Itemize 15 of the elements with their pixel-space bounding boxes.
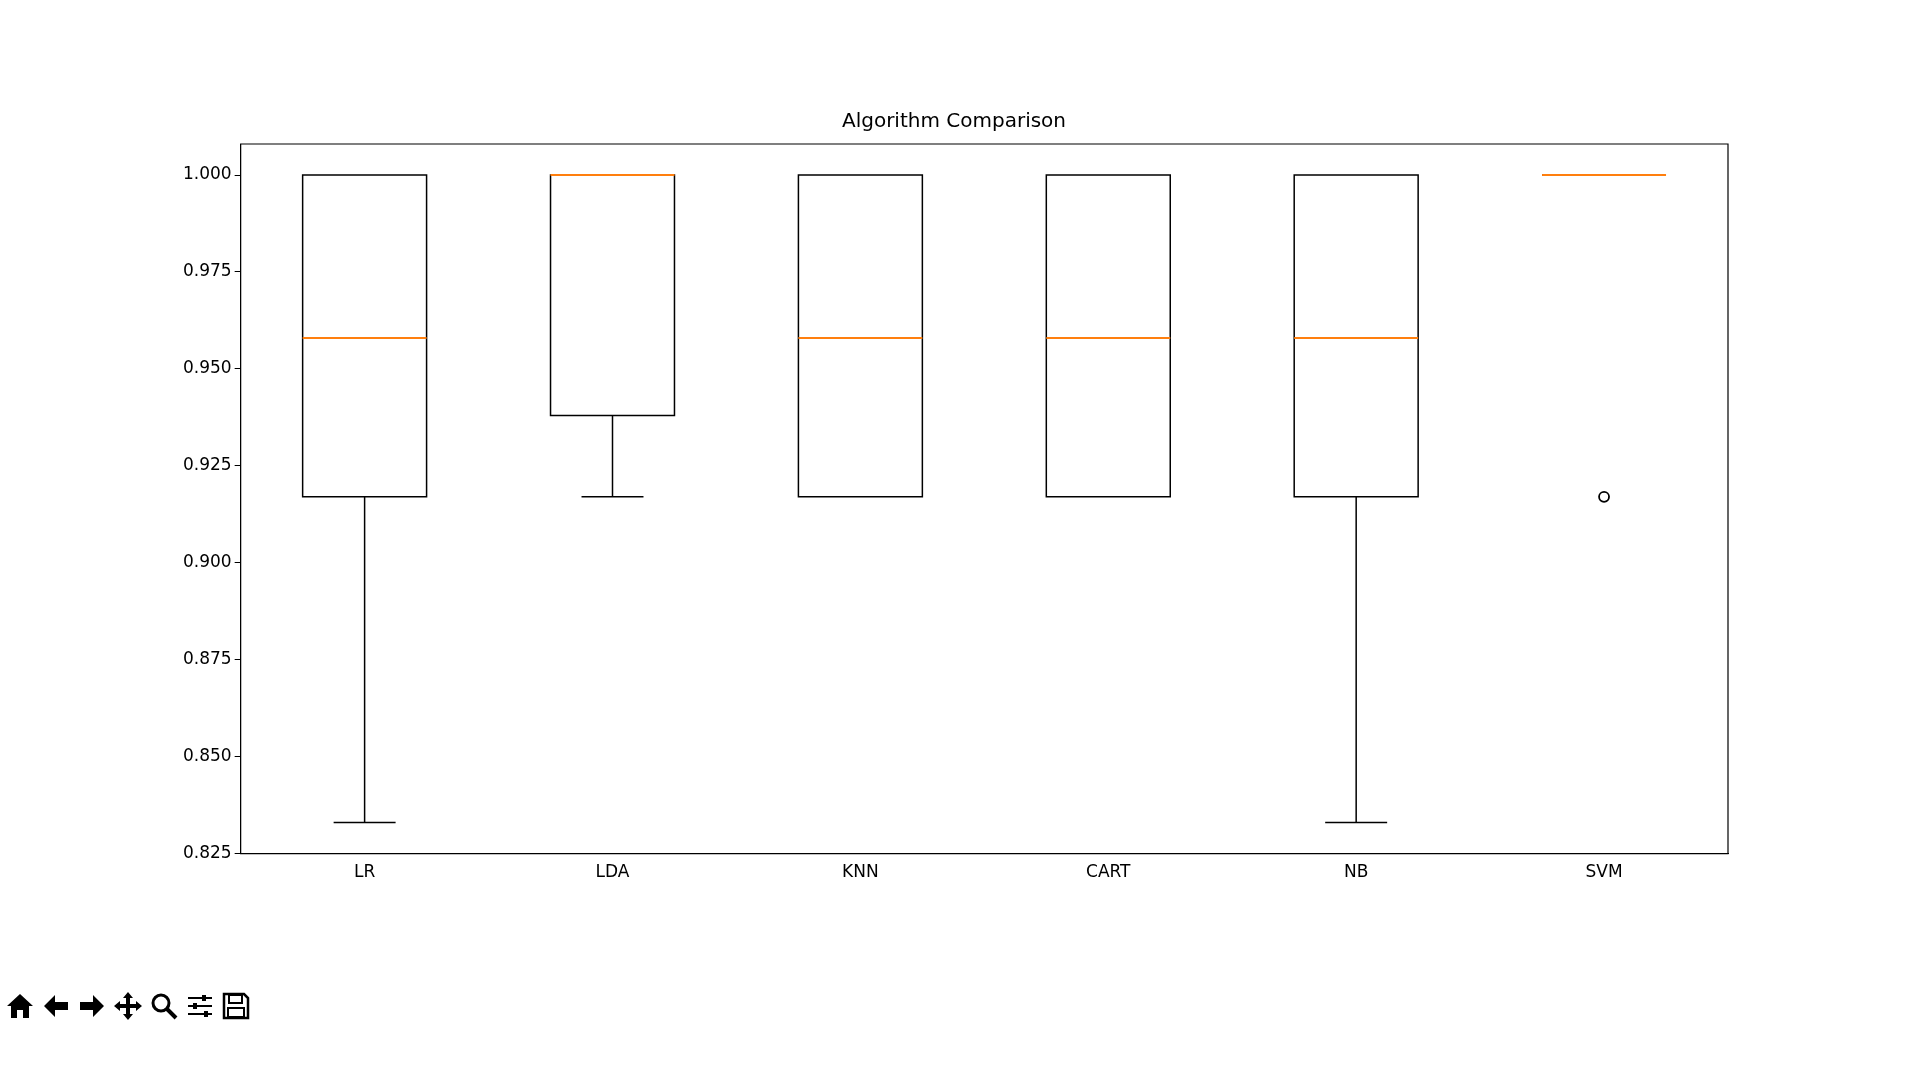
y-tick-label: 0.950 (183, 357, 232, 378)
y-tick-label: 1.000 (183, 163, 232, 184)
y-tick-label: 0.975 (183, 260, 232, 281)
x-tick-label: KNN (842, 861, 879, 882)
chart-title: Algorithm Comparison (841, 108, 1067, 133)
x-tick-label: NB (1343, 861, 1369, 882)
y-tick-label: 0.900 (183, 551, 232, 572)
y-tick-label: 0.850 (183, 745, 232, 766)
x-tick-label: CART (1086, 861, 1132, 882)
x-tick-label: LDA (595, 861, 630, 882)
x-tick-label: LR (353, 861, 376, 882)
y-tick-label: 0.825 (183, 842, 232, 863)
y-tick-label: 0.875 (183, 648, 232, 669)
x-tick-label: SVM (1585, 861, 1623, 882)
y-tick-label: 0.925 (183, 454, 232, 475)
